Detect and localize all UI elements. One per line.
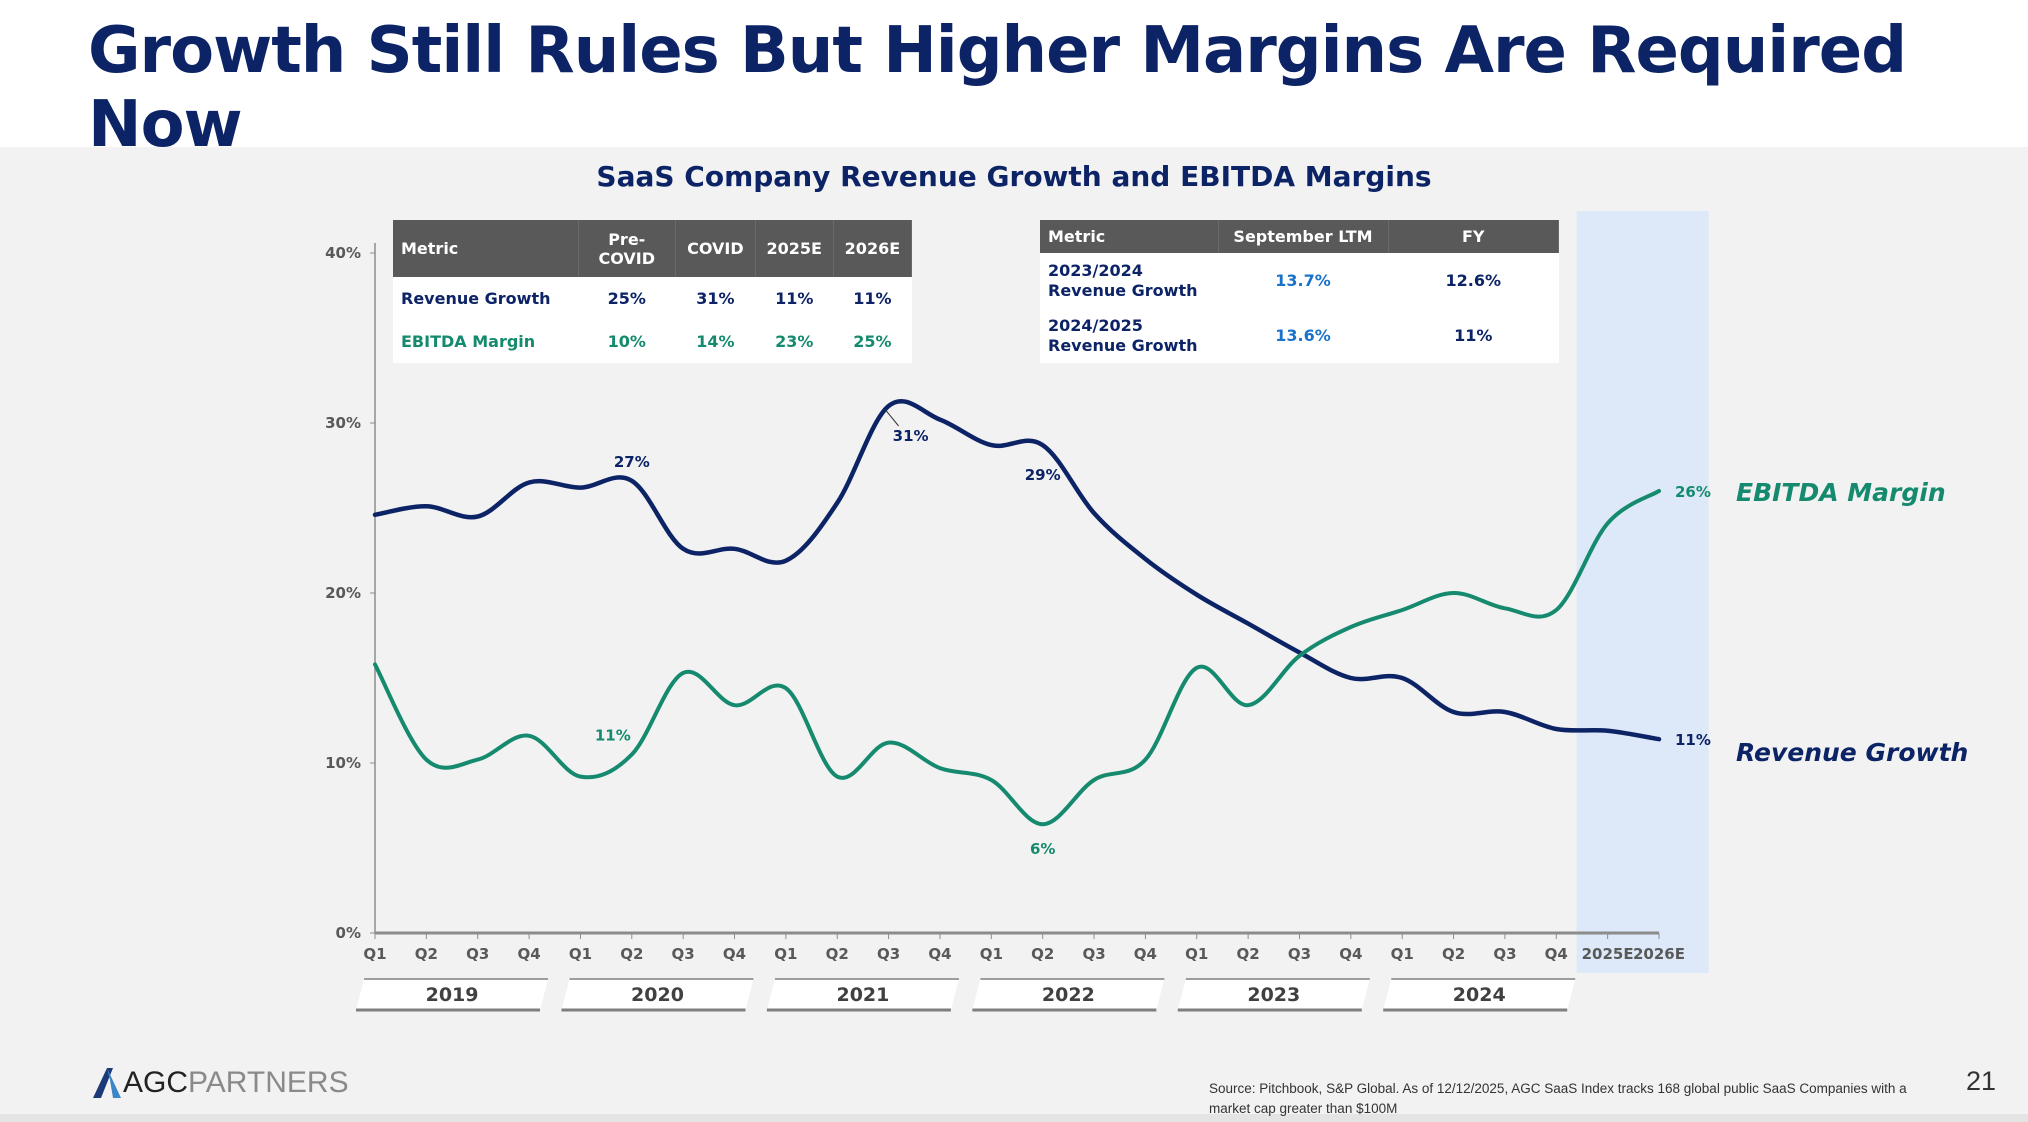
y-tick-label: 0% bbox=[336, 924, 361, 942]
leader-line bbox=[885, 409, 899, 427]
y-tick-label: 10% bbox=[325, 754, 361, 772]
x-tick-label: Q4 bbox=[1134, 945, 1157, 963]
table-header-row: Metric Pre-COVID COVID 2025E 2026E bbox=[393, 220, 913, 277]
table-row: Revenue Growth 25% 31% 11% 11% bbox=[393, 277, 912, 320]
series-line-revenue-growth bbox=[372, 398, 1662, 742]
year-label: 2022 bbox=[1042, 984, 1095, 1006]
year-box bbox=[766, 979, 959, 1010]
source-note: Source: Pitchbook, S&P Global. As of 12/… bbox=[1209, 1081, 1907, 1116]
x-tick-label: Q3 bbox=[1288, 945, 1311, 963]
row-label: 2023/2024 Revenue Growth bbox=[1048, 260, 1198, 300]
x-tick-label: Q3 bbox=[672, 945, 695, 963]
x-tick-label: Q1 bbox=[774, 945, 797, 963]
x-tick-label: Q4 bbox=[1339, 945, 1362, 963]
cell: 31% bbox=[696, 289, 735, 308]
x-tick-label: Q3 bbox=[877, 945, 900, 963]
x-tick-label: Q2 bbox=[1237, 945, 1260, 963]
cell: 23% bbox=[775, 332, 814, 351]
cell: 11% bbox=[1454, 325, 1493, 345]
x-tick-label: Q1 bbox=[1391, 945, 1414, 963]
summary-table-ltm: Metric September LTM FY 2023/2024 Revenu… bbox=[1040, 220, 1559, 363]
row-label: EBITDA Margin bbox=[401, 332, 536, 351]
cell: 13.7% bbox=[1275, 270, 1331, 290]
data-label: 31% bbox=[893, 427, 929, 445]
cell: 14% bbox=[696, 332, 735, 351]
x-tick-label: Q2 bbox=[1031, 945, 1054, 963]
year-box bbox=[561, 979, 754, 1010]
column-header: September LTM bbox=[1218, 220, 1389, 253]
divider bbox=[0, 1114, 2028, 1122]
x-tick-label: Q4 bbox=[1545, 945, 1568, 963]
series-line-ebitda-margin bbox=[373, 489, 1661, 827]
cell: 10% bbox=[607, 332, 646, 351]
cell: 25% bbox=[607, 289, 646, 308]
year-label: 2019 bbox=[426, 984, 479, 1006]
legend-revenue-growth: Revenue Growth bbox=[1736, 738, 1969, 767]
x-tick-label: 2025E bbox=[1582, 945, 1634, 963]
x-tick-label: Q2 bbox=[620, 945, 643, 963]
data-label: 26% bbox=[1675, 483, 1711, 501]
data-label: 11% bbox=[1675, 731, 1711, 749]
column-header: COVID bbox=[675, 220, 756, 277]
column-header: 2025E bbox=[755, 220, 834, 277]
table-row: 2024/2025 Revenue Growth 13.6% 11% bbox=[1040, 308, 1559, 363]
x-tick-label: Q4 bbox=[723, 945, 746, 963]
forecast-highlight-band bbox=[1576, 211, 1709, 973]
cell: 11% bbox=[775, 289, 814, 308]
column-header: Metric bbox=[393, 220, 579, 277]
column-header: Metric bbox=[1040, 220, 1219, 253]
page-title: Growth Still Rules But Higher Margins Ar… bbox=[88, 14, 1907, 162]
x-tick-label: Q2 bbox=[1442, 945, 1465, 963]
chart-title: SaaS Company Revenue Growth and EBITDA M… bbox=[596, 160, 1432, 193]
year-box bbox=[356, 979, 549, 1010]
y-tick-label: 30% bbox=[325, 414, 361, 432]
year-label: 2021 bbox=[836, 984, 889, 1006]
logo-text-partners: PARTNERS bbox=[188, 1066, 349, 1099]
cell: 25% bbox=[853, 332, 892, 351]
table-row: EBITDA Margin 10% 14% 23% 25% bbox=[393, 320, 912, 363]
column-header: FY bbox=[1388, 220, 1559, 253]
x-tick-label: Q4 bbox=[928, 945, 951, 963]
year-label: 2023 bbox=[1247, 984, 1300, 1006]
x-tick-label: Q1 bbox=[980, 945, 1003, 963]
year-label: 2024 bbox=[1453, 984, 1506, 1006]
data-label: 6% bbox=[1030, 840, 1055, 858]
row-label: Revenue Growth bbox=[401, 289, 551, 308]
cell: 11% bbox=[853, 289, 892, 308]
column-header: 2026E bbox=[833, 220, 913, 277]
data-label: 29% bbox=[1025, 466, 1061, 484]
data-label: 11% bbox=[595, 727, 631, 745]
x-tick-label: Q2 bbox=[826, 945, 849, 963]
table-row: 2023/2024 Revenue Growth 13.7% 12.6% bbox=[1040, 253, 1559, 308]
legend-ebitda-margin: EBITDA Margin bbox=[1736, 478, 1946, 507]
row-label: 2024/2025 Revenue Growth bbox=[1048, 315, 1198, 355]
page-number: 21 bbox=[1966, 1066, 1997, 1096]
x-tick-label: Q3 bbox=[1082, 945, 1105, 963]
cell: 13.6% bbox=[1275, 325, 1331, 345]
x-tick-label: 2026E bbox=[1633, 945, 1685, 963]
year-box bbox=[1177, 979, 1370, 1010]
y-tick-label: 40% bbox=[325, 244, 361, 262]
x-tick-label: Q1 bbox=[569, 945, 592, 963]
table-header-row: Metric September LTM FY bbox=[1040, 220, 1559, 253]
summary-table-period: Metric Pre-COVID COVID 2025E 2026E Reven… bbox=[393, 220, 913, 363]
logo-mark-icon bbox=[93, 1068, 121, 1098]
x-tick-label: Q1 bbox=[1185, 945, 1208, 963]
year-label: 2020 bbox=[631, 984, 684, 1006]
x-tick-label: Q2 bbox=[415, 945, 438, 963]
x-tick-label: Q4 bbox=[517, 945, 540, 963]
x-tick-label: Q3 bbox=[466, 945, 489, 963]
y-tick-label: 20% bbox=[325, 584, 361, 602]
cell: 12.6% bbox=[1445, 270, 1501, 290]
logo-text-agc: AGC bbox=[123, 1066, 189, 1099]
x-tick-label: Q1 bbox=[363, 945, 386, 963]
column-header: Pre-COVID bbox=[578, 220, 677, 277]
year-box bbox=[1383, 979, 1576, 1010]
agc-partners-logo: AGC PARTNERS bbox=[93, 1066, 349, 1100]
x-tick-label: Q3 bbox=[1493, 945, 1516, 963]
year-box bbox=[972, 979, 1165, 1010]
data-label: 27% bbox=[614, 453, 650, 471]
